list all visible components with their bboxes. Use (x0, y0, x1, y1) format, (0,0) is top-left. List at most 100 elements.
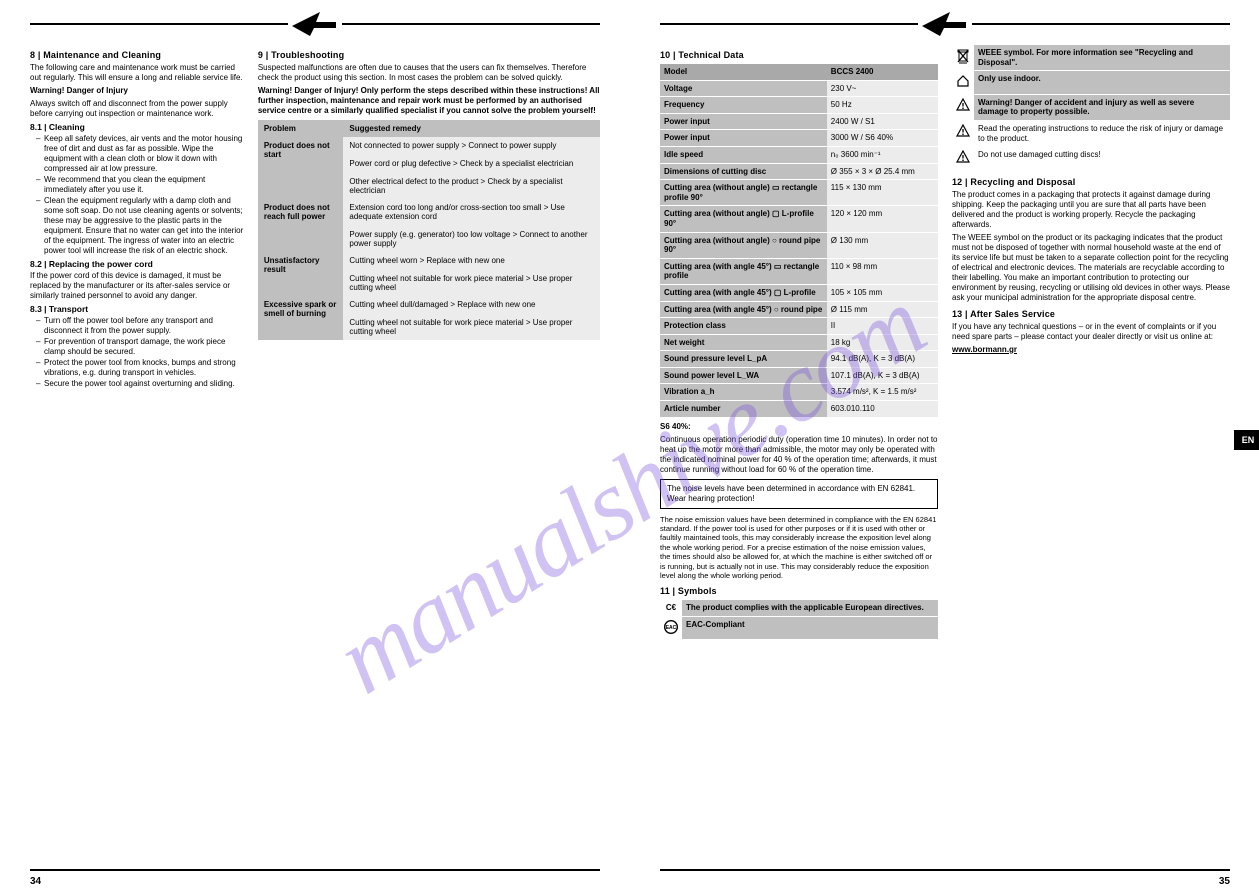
section-81-list: Keep all safety devices, air vents and t… (30, 134, 244, 256)
spec-key: Cutting area (without angle) ▢ L-profile… (660, 206, 827, 231)
symbols-table-col2: WEEE symbol. For more information see "R… (952, 44, 1230, 171)
table-row: Unsatisfactory result Cutting wheel worn… (258, 252, 600, 296)
spec-value: 94.1 dB(A), K = 3 dB(A) (827, 351, 938, 367)
spec-value: 3.574 m/s², K = 1.5 m/s² (827, 384, 938, 400)
table-header-problem: Problem (258, 120, 344, 137)
spec-key: Sound pressure level L_pA (660, 351, 827, 367)
table-row: Excessive spark or smell of burning Cutt… (258, 296, 600, 340)
page-number: 35 (1219, 876, 1230, 887)
remedy-line: Other electrical defect to the product >… (349, 177, 562, 195)
remedy-cell: Cutting wheel worn > Replace with new on… (343, 252, 600, 296)
svg-text:EAC: EAC (666, 625, 677, 631)
symbol-text: Do not use damaged cutting discs! (974, 147, 1230, 170)
table-row: Product does not start Not connected to … (258, 137, 600, 199)
remedy-cell: Not connected to power supply > Connect … (343, 137, 600, 199)
list-item: Clean the equipment regularly with a dam… (36, 196, 244, 256)
spec-value: 105 × 105 mm (827, 285, 938, 301)
left-column-1: 8 | Maintenance and Cleaning The followi… (30, 44, 244, 390)
list-item: For prevention of transport damage, the … (36, 337, 244, 357)
section-13-para: If you have any technical questions – or… (952, 322, 1230, 342)
table-header-remedy: Suggested remedy (343, 120, 600, 137)
spec-key: Cutting area (with angle 45°) ○ round pi… (660, 302, 827, 318)
spec-value: Ø 130 mm (827, 233, 938, 258)
symbol-text: Read the operating instructions to reduc… (974, 121, 1230, 146)
remedy-line: Power cord or plug defective > Check by … (349, 159, 573, 168)
symbol-text: Warning! Danger of accident and injury a… (974, 95, 1230, 120)
section-9-intro: Suspected malfunctions are often due to … (258, 63, 600, 83)
section-83-title: 8.3 | Transport (30, 304, 244, 314)
spec-value: 18 kg (827, 335, 938, 351)
warning-icon (952, 121, 974, 146)
spec-key: Cutting area (with angle 45°) ▭ rectangl… (660, 259, 827, 284)
logo-icon (918, 12, 972, 36)
logo-icon (288, 12, 342, 36)
section-9-title: 9 | Troubleshooting (258, 50, 600, 60)
symbols-table-col1: C€ The product complies with the applica… (660, 599, 938, 640)
symbol-text: Only use indoor. (974, 71, 1230, 94)
spec-value: 107.1 dB(A), K = 3 dB(A) (827, 368, 938, 384)
spec-value: 50 Hz (827, 97, 938, 113)
section-8-intro: The following care and maintenance work … (30, 63, 244, 83)
spec-value: 3000 W / S6 40% (827, 130, 938, 146)
section-11-title: 11 | Symbols (660, 586, 938, 596)
remedy-line: Cutting wheel worn > Replace with new on… (349, 256, 504, 265)
remedy-line: Cutting wheel dull/damaged > Replace wit… (349, 300, 535, 309)
warning-icon (952, 147, 974, 170)
website-link[interactable]: www.bormann.gr (952, 345, 1230, 355)
spec-value: Ø 115 mm (827, 302, 938, 318)
bottom-rule (660, 869, 1230, 871)
spec-value: II (827, 318, 938, 334)
section-10-title: 10 | Technical Data (660, 50, 938, 60)
right-column-2: WEEE symbol. For more information see "R… (952, 44, 1230, 640)
section-12-para: The product comes in a packaging that pr… (952, 190, 1230, 230)
symbol-text: EAC-Compliant (682, 617, 938, 640)
spec-key: Protection class (660, 318, 827, 334)
spec-value: 120 × 120 mm (827, 206, 938, 231)
spec-key: Net weight (660, 335, 827, 351)
noise-note-box: The noise levels have been determined in… (660, 479, 938, 509)
spec-value: n₀ 3600 min⁻¹ (827, 147, 938, 163)
symbol-text: WEEE symbol. For more information see "R… (974, 45, 1230, 70)
noise-para: The noise emission values have been dete… (660, 515, 938, 581)
symbol-text: The product complies with the applicable… (682, 600, 938, 616)
spec-key: Voltage (660, 81, 827, 97)
spec-value: 2400 W / S1 (827, 114, 938, 130)
eac-icon: EAC (660, 617, 682, 640)
spec-value: 603.010.110 (827, 401, 938, 417)
remedy-cell: Cutting wheel dull/damaged > Replace wit… (343, 296, 600, 340)
list-item: Keep all safety devices, air vents and t… (36, 134, 244, 174)
remedy-line: Extension cord too long and/or cross-sec… (349, 203, 564, 221)
remedy-line: Cutting wheel not suitable for work piec… (349, 318, 572, 336)
weee-icon (952, 45, 974, 70)
top-rule (660, 12, 1230, 36)
remedy-line: Not connected to power supply > Connect … (349, 141, 556, 150)
spec-key: Cutting area (without angle) ▭ rectangle… (660, 180, 827, 205)
specs-table: Model BCCS 2400 Voltage230 V~ Frequency5… (660, 63, 938, 418)
spec-value: 230 V~ (827, 81, 938, 97)
spec-value: 110 × 98 mm (827, 259, 938, 284)
section-81-title: 8.1 | Cleaning (30, 122, 244, 132)
spec-key: Cutting area (with angle 45°) ▢ L-profil… (660, 285, 827, 301)
left-column-2: 9 | Troubleshooting Suspected malfunctio… (258, 44, 600, 390)
spec-key: Dimensions of cutting disc (660, 164, 827, 180)
bottom-rule (30, 869, 600, 871)
language-tab: EN (1234, 430, 1259, 450)
spec-key: Idle speed (660, 147, 827, 163)
spec-value: Ø 355 × 3 × Ø 25.4 mm (827, 164, 938, 180)
noise-note-text: The noise levels have been determined in… (667, 484, 915, 503)
warning-injury-text: Always switch off and disconnect from th… (30, 99, 244, 119)
section-12-para: The WEEE symbol on the product or its pa… (952, 233, 1230, 303)
s6-note: Continuous operation periodic duty (oper… (660, 435, 938, 475)
problem-cell: Product does not start (258, 137, 344, 199)
spec-key: Vibration a_h (660, 384, 827, 400)
problem-cell: Excessive spark or smell of burning (258, 296, 344, 340)
top-rule (30, 12, 600, 36)
spec-value: 115 × 130 mm (827, 180, 938, 205)
page-number: 34 (30, 876, 41, 887)
spec-key: Power input (660, 130, 827, 146)
section-83-list: Turn off the power tool before any trans… (30, 316, 244, 389)
spec-key: Frequency (660, 97, 827, 113)
specs-header-value: BCCS 2400 (827, 64, 938, 80)
table-row: Product does not reach full power Extens… (258, 199, 600, 252)
remedy-line: Power supply (e.g. generator) too low vo… (349, 230, 587, 248)
